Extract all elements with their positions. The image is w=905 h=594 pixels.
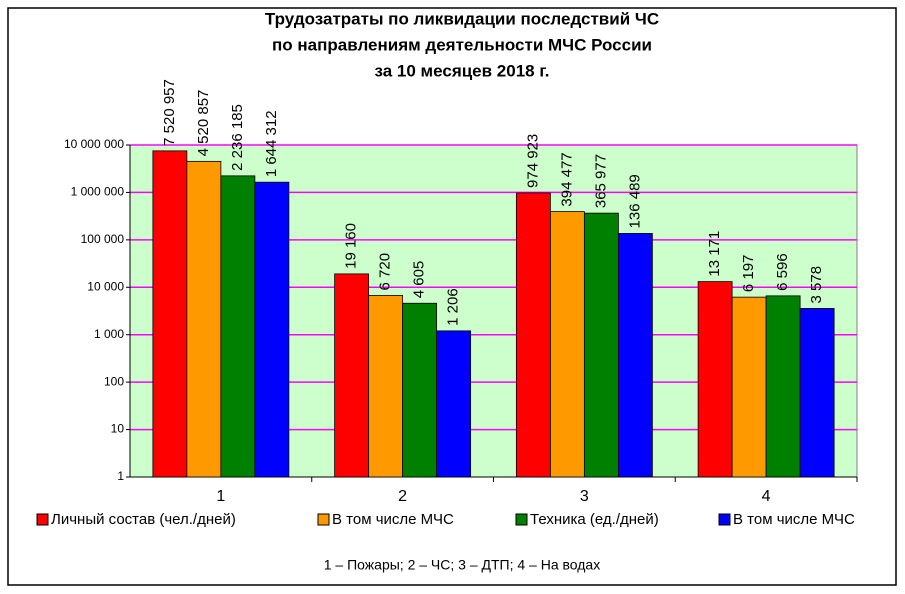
x-tick-label: 4 xyxy=(762,488,771,505)
data-label: 974 923 xyxy=(524,134,541,188)
data-label: 2 236 185 xyxy=(229,104,246,171)
y-tick-label: 10 xyxy=(111,422,125,436)
bar xyxy=(368,295,404,478)
bar xyxy=(617,233,653,478)
bar xyxy=(515,192,551,478)
data-label: 4 605 xyxy=(411,261,428,299)
legend-label: В том числе МЧС xyxy=(733,511,855,528)
data-label: 13 171 xyxy=(706,231,723,277)
data-label: 136 489 xyxy=(626,174,643,228)
y-tick-label: 1 000 xyxy=(94,327,124,341)
data-label: 1 644 312 xyxy=(263,110,280,177)
y-tick-label: 1 000 000 xyxy=(71,185,125,199)
footnote: 1 – Пожары; 2 – ЧС; 3 – ДТП; 4 – На вода… xyxy=(324,557,600,573)
bar xyxy=(402,302,438,478)
data-label: 394 477 xyxy=(558,152,575,206)
data-label: 365 977 xyxy=(592,154,609,208)
y-tick-label: 1 xyxy=(117,469,124,483)
chart-title: Трудозатраты по ликвидации последствий Ч… xyxy=(265,9,659,28)
bar xyxy=(731,296,767,478)
data-label: 6 720 xyxy=(377,253,394,291)
bar xyxy=(799,308,835,478)
y-tick-label: 100 000 xyxy=(81,232,125,246)
bar xyxy=(549,211,585,478)
bar xyxy=(765,295,801,478)
chart-title: по направлениям деятельности МЧС России xyxy=(272,35,652,54)
data-label: 1 206 xyxy=(445,288,462,326)
legend-swatch xyxy=(718,513,731,526)
legend-label: В том числе МЧС xyxy=(332,511,454,528)
data-label: 7 520 957 xyxy=(161,79,178,146)
bar xyxy=(697,281,733,478)
bar xyxy=(254,181,290,478)
bar xyxy=(186,160,222,478)
bar xyxy=(583,212,619,478)
legend-swatch xyxy=(36,513,49,526)
bar xyxy=(220,175,256,478)
x-tick-label: 3 xyxy=(580,488,589,505)
bar xyxy=(152,150,188,478)
data-label: 19 160 xyxy=(343,223,360,269)
y-tick-label: 10 000 000 xyxy=(64,137,124,151)
x-tick-label: 1 xyxy=(216,488,225,505)
bar xyxy=(436,330,472,478)
y-tick-label: 100 xyxy=(104,374,124,388)
data-label: 4 520 857 xyxy=(195,90,212,157)
legend-label: Техника (ед./дней) xyxy=(530,511,659,528)
y-tick-label: 10 000 xyxy=(87,279,124,293)
chart-title: за 10 месяцев 2018 г. xyxy=(375,61,550,80)
data-label: 6 197 xyxy=(740,255,757,293)
data-label: 3 578 xyxy=(808,266,825,304)
legend-label: Личный состав (чел./дней) xyxy=(51,511,236,528)
legend-swatch xyxy=(317,513,330,526)
data-label: 6 596 xyxy=(774,253,791,291)
bar xyxy=(334,273,370,478)
x-tick-label: 2 xyxy=(398,488,407,505)
legend-swatch xyxy=(515,513,528,526)
